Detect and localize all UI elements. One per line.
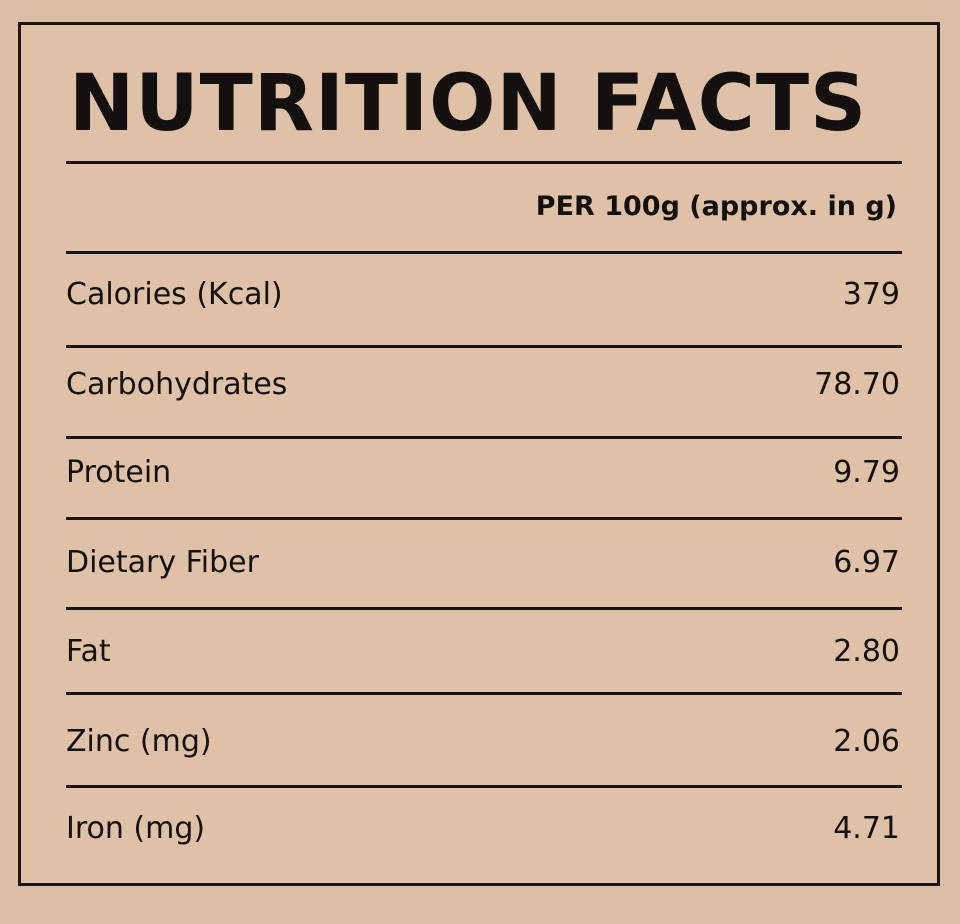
column-header: PER 100g (approx. in g) xyxy=(535,191,897,222)
table-row: Dietary Fiber 6.97 xyxy=(66,545,900,585)
rule xyxy=(66,345,902,348)
title: NUTRITION FACTS xyxy=(69,59,868,149)
nutrient-name: Fat xyxy=(66,634,111,669)
rule xyxy=(66,161,902,164)
nutrient-value: 4.71 xyxy=(833,811,900,846)
nutrient-value: 379 xyxy=(842,277,900,312)
nutrient-name: Zinc (mg) xyxy=(66,724,212,759)
nutrient-name: Protein xyxy=(66,455,172,490)
nutrient-name: Calories (Kcal) xyxy=(66,277,283,312)
nutrient-value: 78.70 xyxy=(814,367,900,402)
table-row: Fat 2.80 xyxy=(66,634,900,674)
nutrition-panel: NUTRITION FACTS PER 100g (approx. in g) … xyxy=(18,22,940,886)
rule xyxy=(66,607,902,610)
nutrient-value: 6.97 xyxy=(833,545,900,580)
rule xyxy=(66,251,902,254)
rule xyxy=(66,692,902,695)
table-row: Calories (Kcal) 379 xyxy=(66,277,900,317)
nutrient-value: 9.79 xyxy=(833,455,900,490)
nutrient-value: 2.06 xyxy=(833,724,900,759)
nutrient-name: Iron (mg) xyxy=(66,811,206,846)
rule xyxy=(66,785,902,788)
nutrient-name: Carbohydrates xyxy=(66,367,288,402)
table-row: Carbohydrates 78.70 xyxy=(66,367,900,407)
rule xyxy=(66,517,902,520)
nutrient-name: Dietary Fiber xyxy=(66,545,259,580)
table-row: Zinc (mg) 2.06 xyxy=(66,724,900,764)
table-row: Iron (mg) 4.71 xyxy=(66,811,900,851)
nutrient-value: 2.80 xyxy=(833,634,900,669)
table-row: Protein 9.79 xyxy=(66,455,900,495)
rule xyxy=(66,436,902,439)
